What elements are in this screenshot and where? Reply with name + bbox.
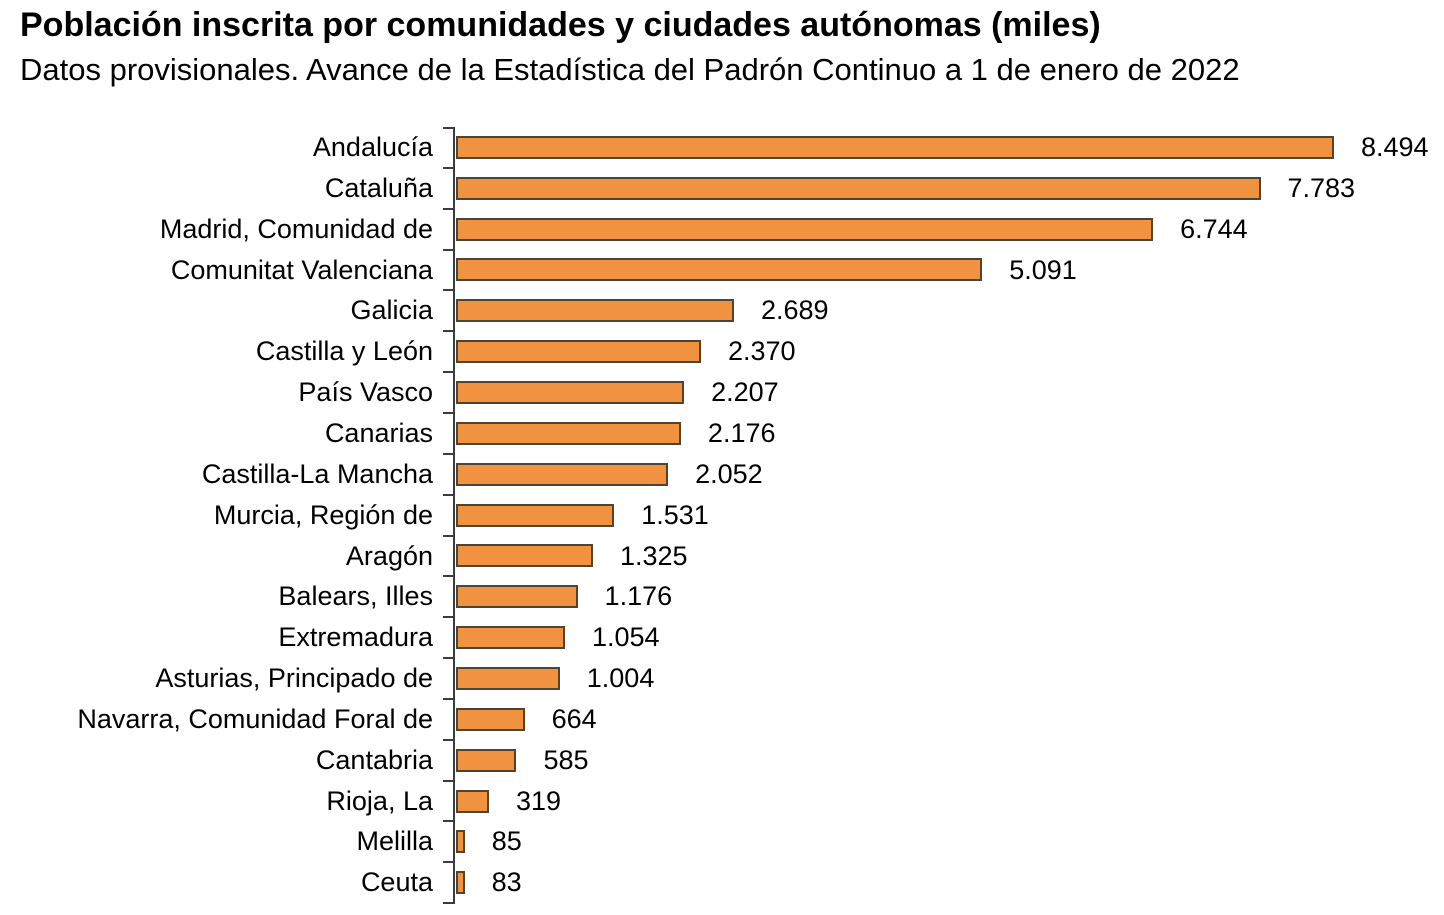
category-label: Cataluña	[324, 172, 433, 203]
value-label: 2.207	[711, 377, 779, 408]
chart-subtitle: Datos provisionales. Avance de la Estadí…	[20, 52, 1240, 87]
category-label: Melilla	[356, 826, 433, 857]
bar-chart: Andalucía 8.494 Cataluña 7.783 Madrid, Comun…	[0, 127, 1444, 915]
bar	[456, 503, 615, 527]
category-label: Murcia, Región de	[213, 499, 433, 530]
axis-tick	[443, 820, 453, 823]
bar	[456, 135, 1334, 159]
axis-tick	[443, 534, 453, 537]
bar	[456, 176, 1261, 200]
axis-tick	[443, 616, 453, 619]
y-axis-line	[453, 127, 455, 905]
value-label: 1.004	[586, 663, 655, 694]
axis-tick	[443, 452, 453, 455]
category-label: Castilla-La Mancha	[201, 458, 433, 489]
value-label: 8.494	[1361, 132, 1429, 162]
bar	[456, 871, 465, 895]
axis-tick	[443, 779, 453, 782]
value-label: 2.689	[760, 295, 829, 326]
axis-tick	[443, 493, 453, 496]
axis-tick	[443, 127, 453, 129]
category-label: Aragón	[345, 540, 433, 571]
value-label: 5.091	[1009, 254, 1077, 285]
axis-tick	[443, 330, 453, 333]
value-label: 664	[551, 703, 597, 734]
axis-tick	[443, 861, 453, 864]
bar	[456, 258, 983, 282]
axis-tick	[443, 657, 453, 660]
value-label: 2.176	[707, 417, 776, 448]
value-label: 2.052	[695, 458, 763, 489]
category-label: Galicia	[350, 295, 433, 326]
value-label: 585	[543, 744, 589, 775]
category-label: Extremadura	[278, 622, 433, 653]
bar	[456, 381, 685, 405]
category-label: Asturias, Principado de	[155, 663, 433, 694]
chart-title: Población inscrita por comunidades y ciu…	[20, 6, 1101, 44]
axis-tick	[443, 207, 453, 210]
axis-tick	[443, 697, 453, 700]
axis-tick	[443, 902, 453, 905]
category-label: Balears, Illes	[278, 581, 433, 612]
category-label: Andalucía	[312, 132, 433, 162]
value-label: 1.054	[591, 622, 660, 653]
bar	[456, 626, 565, 650]
bar	[456, 462, 669, 486]
axis-tick	[443, 371, 453, 374]
axis-tick	[443, 575, 453, 578]
category-label: País Vasco	[298, 377, 433, 408]
value-label: 1.325	[619, 540, 688, 571]
category-label: Cantabria	[315, 744, 433, 775]
category-label: Ceuta	[360, 867, 433, 898]
bar	[456, 666, 560, 690]
value-label: 319	[515, 785, 562, 816]
category-label: Madrid, Comunidad de	[159, 213, 433, 244]
bar	[456, 421, 681, 445]
value-label: 7.783	[1287, 172, 1356, 203]
category-label: Castilla y León	[255, 336, 433, 367]
category-label: Comunitat Valenciana	[170, 254, 433, 285]
bar	[456, 299, 734, 323]
axis-tick	[443, 738, 453, 741]
value-label: 83	[491, 867, 522, 898]
bar	[456, 789, 489, 813]
category-label: Canarias	[324, 417, 433, 448]
value-label: 1.176	[604, 581, 673, 612]
value-label: 1.531	[641, 499, 709, 530]
axis-tick	[443, 166, 453, 169]
bar	[456, 707, 525, 731]
bar	[456, 748, 517, 772]
value-label: 85	[491, 826, 522, 857]
bar	[456, 830, 465, 854]
bar	[456, 217, 1154, 241]
value-label: 2.370	[727, 336, 796, 367]
value-label: 6.744	[1180, 213, 1248, 244]
category-label: Navarra, Comunidad Foral de	[77, 703, 433, 734]
axis-tick	[443, 411, 453, 414]
axis-tick	[443, 248, 453, 251]
bar	[456, 340, 701, 364]
category-label: Rioja, La	[326, 785, 433, 816]
bar	[456, 585, 578, 609]
bar	[456, 544, 593, 568]
axis-tick	[443, 289, 453, 292]
